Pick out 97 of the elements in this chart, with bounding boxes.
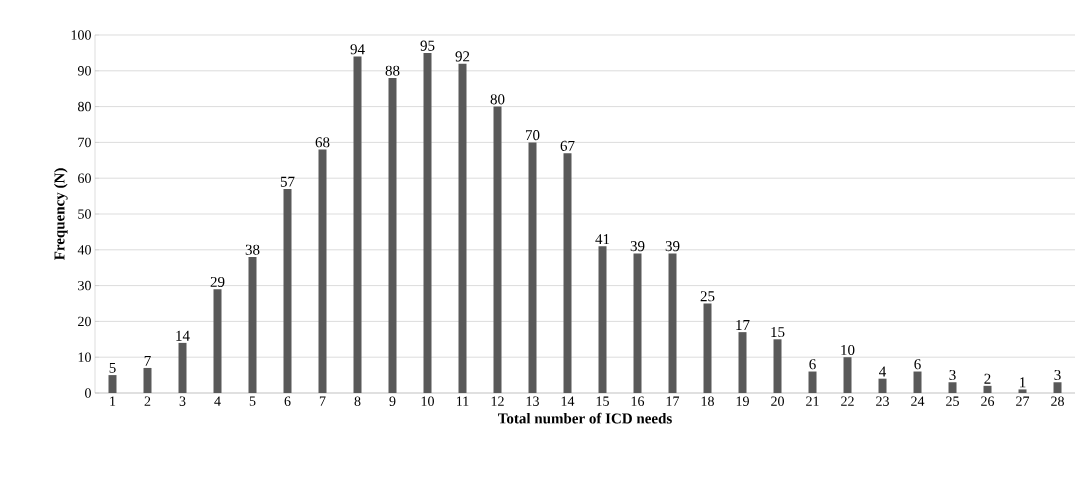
bar: [458, 63, 467, 393]
data-label: 5: [109, 362, 116, 373]
x-tick-label: 15: [596, 396, 609, 406]
y-tick-label: 70: [78, 137, 91, 148]
y-tick-label: 40: [77, 245, 91, 255]
x-tick-label: 8: [354, 396, 361, 406]
data-label: 41: [595, 234, 610, 245]
x-tick-label: 10: [421, 396, 434, 406]
bar: [108, 375, 117, 393]
x-tick-label: 28: [1051, 396, 1064, 406]
x-tick-label: 19: [736, 396, 749, 406]
data-label: 17: [736, 320, 750, 330]
data-label: 25: [700, 291, 715, 302]
bar: [388, 77, 397, 393]
x-tick-label: 21: [806, 396, 819, 406]
bar: [668, 253, 677, 393]
y-tick-label: 60: [78, 173, 91, 183]
x-tick-label: 18: [701, 396, 714, 406]
x-tick-label: 5: [249, 396, 256, 406]
x-tick-label: 4: [214, 396, 221, 406]
x-tick-label: 17: [666, 396, 680, 406]
bar: [773, 339, 782, 393]
data-label: 57: [280, 176, 295, 187]
x-tick-label: 3: [179, 396, 186, 406]
data-label: 39: [630, 241, 645, 252]
x-tick-label: 27: [1016, 396, 1030, 406]
y-tick-label: 90: [77, 66, 91, 76]
x-tick-label: 11: [457, 396, 469, 406]
bar: [213, 289, 222, 393]
bar: [703, 303, 712, 393]
x-tick-label: 7: [319, 396, 326, 406]
data-label: 3: [1054, 369, 1061, 381]
y-tick-label: 80: [78, 101, 91, 112]
x-tick-label: 20: [771, 396, 784, 406]
bar: [178, 342, 187, 393]
bar: [283, 188, 292, 393]
bar: [528, 142, 537, 393]
data-label: 6: [914, 359, 921, 370]
data-label: 7: [144, 355, 151, 366]
data-label: 1: [1020, 377, 1026, 388]
data-label: 14: [176, 330, 190, 341]
data-label: 80: [490, 94, 505, 105]
bar: [493, 106, 502, 393]
bar: [1018, 389, 1027, 393]
bar: [598, 246, 607, 393]
data-label: 3: [949, 369, 956, 381]
bar: [983, 385, 992, 393]
x-tick-label: 14: [561, 396, 575, 406]
x-tick-label: 26: [981, 396, 995, 406]
bar: [913, 371, 922, 393]
data-label: 70: [525, 130, 540, 141]
data-label: 15: [771, 327, 785, 338]
y-tick-label: 100: [71, 30, 91, 40]
data-label: 39: [665, 241, 680, 252]
x-axis-title: Total number of ICD needs: [498, 412, 672, 424]
y-tick-label: 30: [78, 280, 91, 291]
x-tick-label: 22: [841, 396, 854, 406]
data-label: 67: [560, 140, 575, 151]
bar: [248, 256, 257, 393]
data-label: 6: [809, 359, 816, 370]
x-tick-label: 13: [526, 396, 539, 406]
data-label: 92: [455, 51, 470, 62]
data-label: 29: [210, 276, 225, 287]
bar: [948, 382, 957, 393]
x-tick-label: 25: [946, 396, 959, 406]
bar: [633, 253, 642, 393]
x-tick-label: 9: [389, 396, 396, 406]
x-tick-label: 24: [911, 396, 925, 406]
x-tick-label: 12: [491, 396, 504, 406]
data-label: 95: [420, 40, 435, 51]
y-axis-title: Frequency (N): [54, 168, 68, 261]
bar: [808, 371, 817, 393]
data-label: 2: [984, 373, 991, 384]
y-tick-label: 20: [78, 316, 91, 327]
data-label: 38: [245, 244, 260, 255]
bar: [878, 378, 887, 393]
x-tick-label: 2: [144, 396, 151, 406]
y-tick-label: 50: [78, 209, 91, 219]
data-label: 10: [841, 344, 855, 355]
bar: [563, 153, 572, 393]
data-label: 68: [315, 137, 330, 148]
x-tick-label: 23: [876, 396, 889, 406]
bar: [353, 56, 362, 393]
data-label: 88: [385, 65, 400, 76]
bar: [738, 332, 747, 393]
bar: [423, 52, 432, 393]
x-tick-label: 1: [110, 396, 116, 406]
bar: [1053, 382, 1062, 393]
y-tick-label: 0: [85, 388, 91, 398]
y-tick-label: 10: [78, 352, 91, 362]
data-label: 94: [350, 44, 365, 55]
data-label: 4: [879, 366, 887, 377]
bar: [843, 357, 852, 393]
bar: [143, 367, 152, 393]
x-tick-label: 16: [631, 396, 645, 406]
bar: [318, 149, 327, 393]
x-tick-label: 6: [284, 396, 291, 406]
